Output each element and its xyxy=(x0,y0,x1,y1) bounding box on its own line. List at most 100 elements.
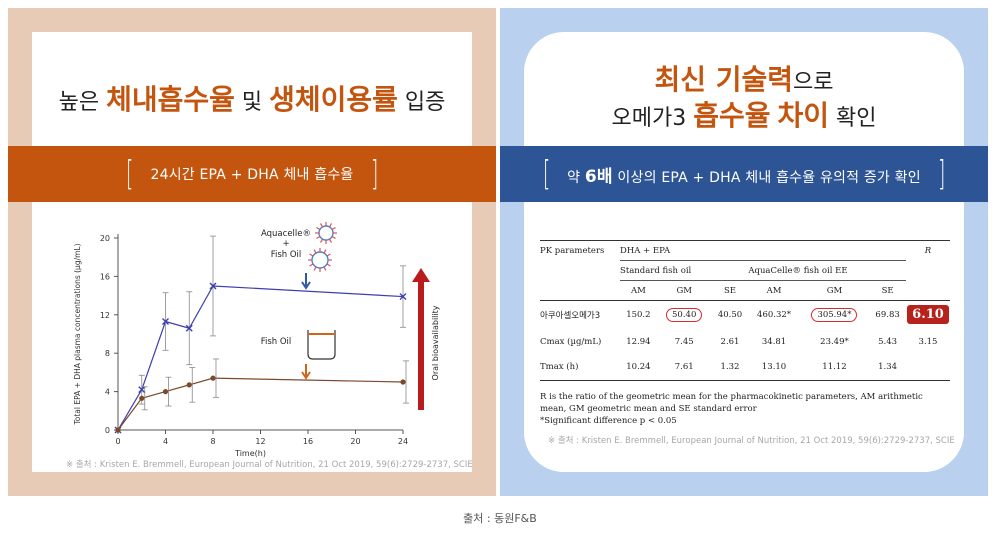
aquacelle-particle-icon-spike xyxy=(309,263,314,267)
aquacelle-particle-icon-spike xyxy=(316,226,321,231)
aquacelle-particle-icon-spike xyxy=(316,235,321,240)
left-band: [ 24시간 EPA + DHA 체내 흡수율 ] xyxy=(8,146,496,202)
r-header: R xyxy=(924,245,932,256)
band-title: 24시간 EPA + DHA 체내 흡수율 xyxy=(150,167,354,183)
data-point xyxy=(115,427,121,433)
x-tick-label: 16 xyxy=(303,437,313,446)
aquacelle-particle-icon-spike xyxy=(326,263,331,267)
table-cell-highlight: 50.40 xyxy=(657,301,712,329)
table-cell: 12.94 xyxy=(626,336,651,347)
table-cell-highlight: 305.94* xyxy=(800,301,869,329)
subheader-standard: Standard fish oil xyxy=(620,260,749,281)
headline-text: 입증 xyxy=(397,90,446,115)
table-cell: 34.81 xyxy=(761,336,787,347)
col-header: AM xyxy=(630,285,646,296)
legend-fishoil-label: Fish Oil xyxy=(271,250,302,260)
x-tick-label: 4 xyxy=(163,437,168,446)
orange-down-arrow-icon xyxy=(301,364,311,380)
table-cell: 40.50 xyxy=(717,309,743,320)
aquacelle-particle-icon-spike xyxy=(313,266,317,271)
data-point xyxy=(209,282,217,290)
aquacelle-particle-icon-spike xyxy=(328,238,333,243)
table-cell: 11.12 xyxy=(822,362,847,373)
data-point xyxy=(139,395,145,401)
headline-text: 높은 xyxy=(58,90,107,115)
x-tick-label: 0 xyxy=(115,437,120,446)
col-header: GM xyxy=(826,285,843,296)
data-point xyxy=(186,382,192,388)
ratio-highlight: 6배 xyxy=(584,166,613,187)
aquacelle-particle-icon-spike xyxy=(326,253,331,257)
aquacelle-particle-icon-spike xyxy=(331,226,336,231)
x-tick-label: 20 xyxy=(350,437,360,446)
x-tick-label: 24 xyxy=(398,437,408,446)
left-citation: ※ 출처 : Kristen E. Bremmell, European Jou… xyxy=(66,460,473,470)
aquacelle-particle-icon-spike xyxy=(323,266,327,271)
beaker-icon xyxy=(307,330,336,360)
pk-table-block: PK parameters DHA + EPA R Standard fish … xyxy=(540,240,950,427)
table-row: Cmax (µg/mL) 12.94 7.45 2.61 34.81 23.49… xyxy=(540,329,950,355)
pk-table: PK parameters DHA + EPA R Standard fish … xyxy=(540,240,950,381)
row-label: 아쿠아셀오메가3 xyxy=(540,310,601,321)
table-cell: 2.61 xyxy=(720,336,740,347)
col-header: AM xyxy=(766,285,782,296)
aquacelle-particle-icon-spike xyxy=(323,249,327,254)
pk-header: PK parameters xyxy=(540,245,605,256)
table-cell xyxy=(906,355,950,381)
aquacelle-particle-icon-spike xyxy=(328,223,333,228)
red-up-arrow-icon xyxy=(412,268,430,282)
aquacelle-particle-icon xyxy=(318,225,334,241)
y-tick-label: 16 xyxy=(100,272,110,281)
headline-accent: 차이 xyxy=(777,99,830,132)
table-cell: 1.34 xyxy=(878,362,898,373)
left-headline: 높은 체내흡수율 및 생체이용률 입증 xyxy=(8,78,496,118)
series-line xyxy=(117,285,404,431)
table-row: Tmax (h) 10.24 7.61 1.32 13.10 11.12 1.3… xyxy=(540,355,950,381)
y-axis-label: Total EPA + DHA plasma concentrations (µ… xyxy=(73,243,82,425)
data-point xyxy=(185,324,193,332)
data-point xyxy=(138,386,146,394)
headline-text: 으로 xyxy=(793,70,834,95)
data-point xyxy=(162,389,169,395)
col-header: GM xyxy=(676,285,692,296)
legend-fishoil-only-label: Fish Oil xyxy=(261,337,292,347)
band-title: 약 6배 이상의 EPA + DHA 체내 흡수율 유의적 증가 확인 xyxy=(567,166,921,187)
data-point xyxy=(400,379,406,385)
table-row: 아쿠아셀오메가3 150.2 50.40 40.50 460.32* 305.9… xyxy=(540,301,950,329)
table-cell: 3.15 xyxy=(918,336,938,347)
right-citation: ※ 출처 : Kristen E. Bremmell, European Jou… xyxy=(548,436,955,446)
headline-accent: 흡수율 xyxy=(693,99,771,132)
x-axis-label: Time(h) xyxy=(234,449,266,458)
table-note: *Significant difference p < 0.05 xyxy=(540,416,677,426)
table-cell: 10.24 xyxy=(626,362,651,373)
headline-accent: 최신 기술력 xyxy=(654,63,794,96)
table-notes: R is the ratio of the geometric mean for… xyxy=(540,391,950,427)
x-tick-label: 8 xyxy=(210,437,215,446)
plasma-concentration-chart: 0 4 8 12 16 20 0 4 8 12 16 20 24 Time(h) Total EPA + D… xyxy=(73,222,440,458)
col-header: SE xyxy=(723,285,737,296)
red-arrow-shaft xyxy=(418,280,424,410)
table-cell: 1.32 xyxy=(720,362,740,373)
aquacelle-particle-icon-spike xyxy=(319,223,324,228)
x-tick-label: 12 xyxy=(255,437,265,446)
aquacelle-particle-icon-spike xyxy=(331,235,336,240)
col-header: SE xyxy=(881,285,894,296)
aquacelle-particle-icon-spike xyxy=(319,238,324,243)
table-cell: 13.10 xyxy=(761,362,787,373)
y-tick-label: 8 xyxy=(105,349,110,358)
table-cell: 5.43 xyxy=(878,336,898,347)
table-note: R is the ratio of the geometric mean for… xyxy=(540,392,923,414)
subheader-aquacelle: AquaCelle® fish oil EE xyxy=(748,260,906,281)
close-bracket: ] xyxy=(937,154,946,194)
oral-bioavailability-label: Oral bioavailability xyxy=(431,305,440,380)
blue-down-arrow-icon xyxy=(301,273,311,290)
open-bracket: [ xyxy=(126,154,134,194)
legend-aquacelle-label: Aquacelle® xyxy=(261,229,311,239)
ratio-cell: 6.10 xyxy=(906,301,950,329)
table-cell: 7.61 xyxy=(674,362,694,373)
row-label: Tmax (h) xyxy=(540,362,579,373)
headline-accent: 생체이용률 xyxy=(269,83,398,116)
table-cell: 150.2 xyxy=(626,309,651,320)
data-point xyxy=(162,318,169,326)
right-headline-line2: 오메가3 흡수율 차이 확인 xyxy=(500,94,988,134)
